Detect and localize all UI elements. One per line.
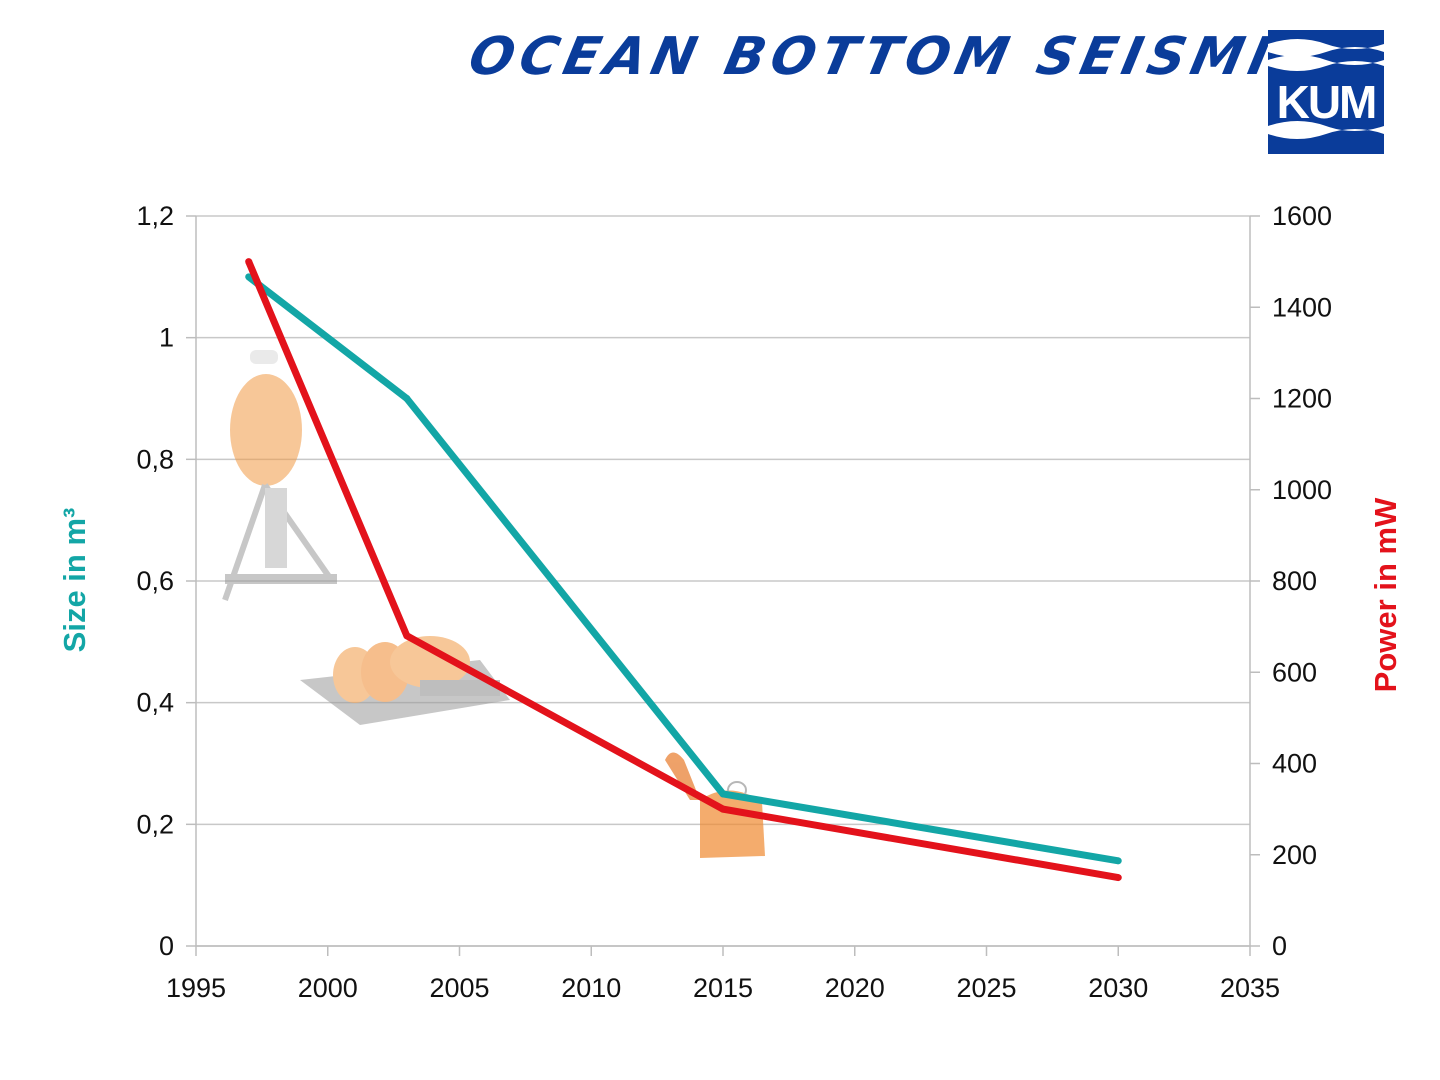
- y-tick-label-right: 1600: [1272, 201, 1332, 231]
- logo-text: KUM: [1277, 76, 1376, 128]
- x-tick-label: 2005: [429, 973, 489, 1003]
- y-axis-left-title: Size in m³: [57, 508, 92, 653]
- axes: [186, 215, 1260, 956]
- x-tick-label: 2000: [298, 973, 358, 1003]
- y-tick-label-left: 0,4: [136, 688, 174, 718]
- y-tick-label-left: 1,2: [136, 201, 174, 231]
- ocean-bottom-seismometer-image-2003: [300, 636, 510, 725]
- x-tick-label: 2010: [561, 973, 621, 1003]
- data-point-power: [403, 632, 411, 640]
- data-point-power: [1114, 874, 1122, 882]
- data-point-size: [245, 273, 253, 281]
- y-tick-label-right: 1200: [1272, 384, 1332, 414]
- y-tick-label-right: 0: [1272, 931, 1287, 961]
- y-axis-right-title: Power in mW: [1368, 497, 1403, 692]
- series-line-size: [246, 274, 1119, 865]
- data-point-size: [403, 395, 411, 402]
- y-tick-label-right: 600: [1272, 657, 1317, 687]
- data-point-size: [719, 790, 727, 798]
- data-point-size: [1114, 857, 1122, 865]
- x-tick-label: 2020: [825, 973, 885, 1003]
- series-line-power: [245, 260, 1119, 882]
- x-tick-label: 1995: [166, 973, 226, 1003]
- x-tick-label: 2025: [956, 973, 1016, 1003]
- y-tick-label-right: 1000: [1272, 475, 1332, 505]
- y-tick-label-left: 0,6: [136, 566, 174, 596]
- x-tick-label: 2030: [1088, 973, 1148, 1003]
- ocean-bottom-seismometer-image-1997: [222, 350, 337, 601]
- y-tick-label-left: 1: [159, 323, 174, 353]
- y-tick-label-left: 0: [159, 931, 174, 961]
- y-tick-label-right: 400: [1272, 749, 1317, 779]
- data-point-power: [719, 805, 727, 813]
- x-tick-label: 2015: [693, 973, 753, 1003]
- tick-labels: 0 0,2 0,4 0,6 0,8 1 1,2 0 200 400 600 800 1000 1200 14…: [136, 201, 1332, 1003]
- series-layer: [245, 258, 1122, 882]
- y-tick-label-right: 800: [1272, 566, 1317, 596]
- y-tick-label-left: 0,8: [136, 444, 174, 474]
- y-tick-label-right: 1400: [1272, 292, 1332, 322]
- kum-logo: KUM: [1268, 30, 1384, 154]
- data-point-power: [245, 258, 253, 266]
- x-tick-label: 2035: [1220, 973, 1280, 1003]
- y-tick-label-left: 0,2: [136, 809, 174, 839]
- y-tick-label-right: 200: [1272, 840, 1317, 870]
